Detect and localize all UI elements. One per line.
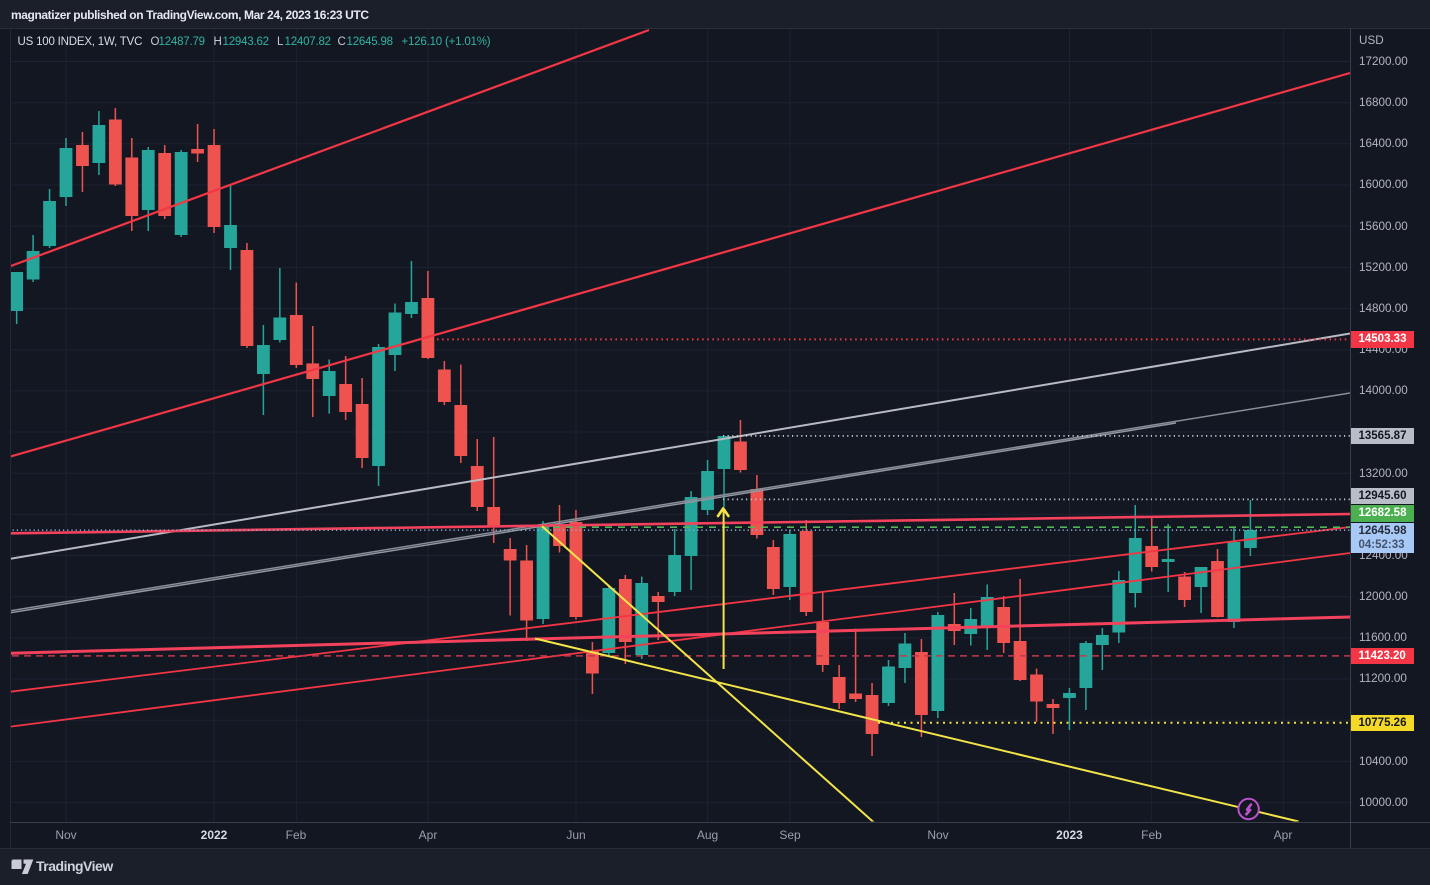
svg-text:TradingView: TradingView <box>36 858 113 874</box>
